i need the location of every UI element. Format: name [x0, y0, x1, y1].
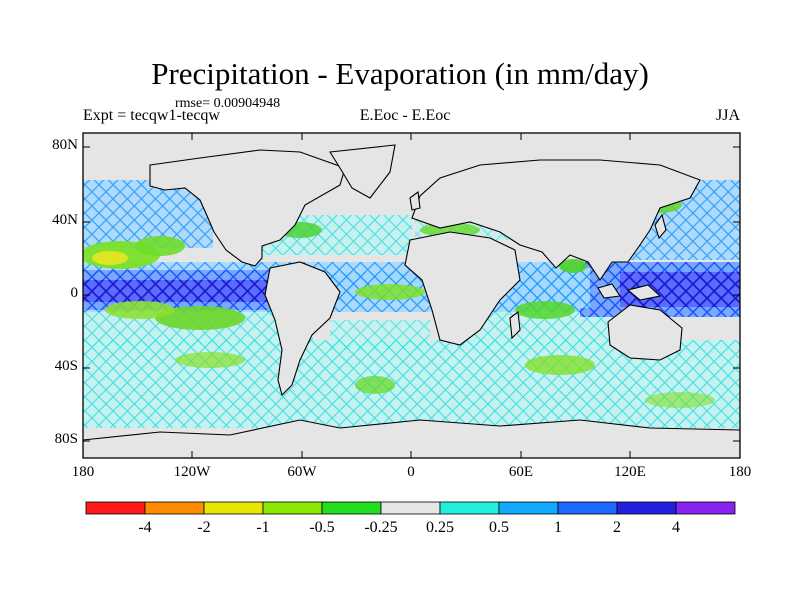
continent-australia	[607, 304, 683, 361]
colorbar-box-3	[262, 501, 323, 515]
plot-title: Precipitation - Evaporation (in mm/day)	[151, 56, 649, 91]
field-green-south-east	[645, 392, 715, 408]
colorbar-box-4	[321, 501, 382, 515]
colorbar-box-2	[203, 501, 264, 515]
continent-greenland	[329, 144, 396, 199]
field-tropics-dark-1	[83, 280, 283, 302]
season-label: JJA	[715, 107, 740, 124]
lon-label-180-left: 180	[71, 464, 95, 480]
colorbar-label-0: -4	[138, 519, 152, 536]
coastlines	[83, 144, 740, 458]
experiment-label: Expt = tecqw1-tecqw	[83, 107, 220, 124]
colorbar-label-2: -1	[256, 519, 270, 536]
continent-north-america	[149, 149, 346, 267]
field-green-arabia	[559, 259, 587, 273]
field-green-south-pacific	[175, 352, 245, 368]
colorbar-box-10	[675, 501, 736, 515]
continent-madagascar	[509, 310, 521, 340]
field-green-south-indian	[525, 355, 595, 375]
lat-label-80n: 80N	[52, 137, 78, 153]
colorbar-box-7	[498, 501, 559, 515]
lat-label-40n: 40N	[52, 212, 78, 228]
continent-uk	[409, 190, 421, 211]
lat-ticks	[83, 146, 740, 442]
lon-label-180-right: 180	[728, 464, 752, 480]
colorbar-label-9: 4	[672, 519, 680, 536]
colorbar-box-8	[557, 501, 618, 515]
lon-label-120w: 120W	[173, 464, 211, 480]
colorbar-box-9	[616, 501, 677, 515]
lon-label-0: 0	[407, 464, 415, 480]
colorbar-label-4: -0.25	[364, 519, 398, 536]
continent-antarctica	[83, 419, 740, 458]
colorbar-label-1: -2	[197, 519, 211, 536]
field-south-atlantic	[330, 320, 430, 350]
colorbar-box-0	[85, 501, 146, 515]
field-subtropics-green-2	[135, 236, 185, 256]
field-subtropics-green-3	[155, 306, 245, 330]
colorbar-label-3: -0.5	[309, 519, 335, 536]
continent-maritime	[597, 283, 662, 301]
colorbar-box-6	[439, 501, 500, 515]
colorbar-box-1	[144, 501, 205, 515]
lat-label-0: 0	[70, 285, 79, 301]
field-green-indian	[515, 301, 575, 319]
continent-africa	[404, 231, 521, 346]
colorbar-box-5	[380, 501, 441, 515]
field-green-atlantic	[355, 284, 425, 300]
colorbar	[85, 501, 736, 515]
rmse-label: rmse= 0.00904948	[175, 96, 281, 111]
continent-japan	[654, 213, 667, 240]
colorbar-label-8: 2	[613, 519, 621, 536]
colorbar-label-7: 1	[554, 519, 562, 536]
field-subtropics-yellow	[92, 251, 128, 265]
lon-ticks	[191, 133, 631, 458]
field-green-south-atlantic	[355, 376, 395, 394]
lon-label-60e: 60E	[508, 464, 534, 480]
continent-south-america	[264, 261, 341, 397]
colorbar-label-5: 0.25	[426, 519, 454, 536]
field-subtropics-green-4	[105, 301, 175, 319]
lon-label-120e: 120E	[614, 464, 646, 480]
case-label: E.Eoc - E.Eoc	[359, 107, 451, 124]
continent-eurasia	[411, 159, 701, 281]
lat-label-40s: 40S	[54, 358, 78, 374]
lon-label-60w: 60W	[287, 464, 317, 480]
colorbar-label-6: 0.5	[489, 519, 509, 536]
lat-label-80s: 80S	[54, 431, 78, 447]
